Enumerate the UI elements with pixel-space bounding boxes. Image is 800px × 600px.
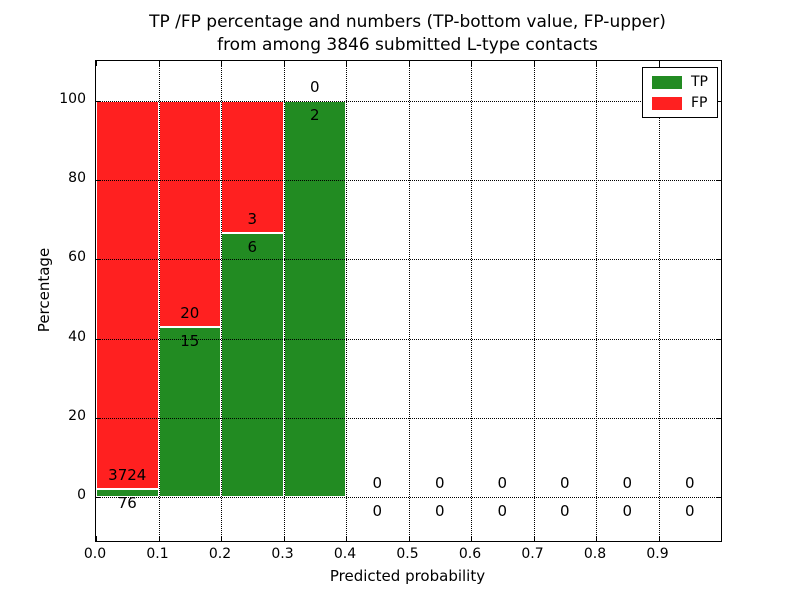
x-tick-label: 0.2 — [208, 546, 232, 562]
x-tick-label: 0.7 — [521, 546, 544, 562]
x-axis-label: Predicted probability — [329, 567, 486, 585]
tp-count-label: 6 — [247, 237, 258, 256]
fp-count-label: 3724 — [108, 466, 147, 485]
legend-row: FP — [652, 96, 708, 110]
tick-mark — [716, 338, 721, 340]
tick-mark — [408, 61, 410, 66]
x-tick-label: 0.3 — [271, 546, 294, 562]
tick-mark — [96, 338, 101, 340]
tick-mark — [96, 536, 97, 541]
tp-count-label: 0 — [622, 502, 633, 521]
grid-line-v — [346, 61, 347, 541]
plot-area: TP FP 3724 76 20 15 3 6 0 2 0 0 0 0 0 0 0 0 0 0 0 0 — [95, 60, 722, 542]
legend-label-tp: TP — [691, 74, 708, 90]
tick-mark — [283, 536, 285, 541]
chart-title-line1: TP /FP percentage and numbers (TP-bottom… — [149, 12, 666, 32]
tick-mark — [716, 418, 721, 420]
x-tick-label: 0.4 — [333, 546, 357, 562]
x-tick-label: 0.1 — [146, 546, 169, 562]
tick-mark — [346, 536, 347, 541]
tp-count-label: 0 — [559, 502, 570, 521]
tp-count-label: 0 — [497, 502, 508, 521]
y-tick-label: 20 — [68, 408, 86, 425]
grid-line-v — [596, 61, 597, 541]
bar-segment-tp — [283, 100, 346, 498]
tp-count-label: 2 — [309, 105, 320, 124]
y-tick-label: 40 — [68, 328, 86, 345]
tick-mark — [158, 61, 160, 66]
fp-count-label: 20 — [180, 304, 200, 323]
grid-line-v — [471, 61, 472, 541]
tick-mark — [716, 497, 721, 499]
bar-segment-fp — [96, 100, 159, 490]
tick-mark — [533, 61, 535, 66]
y-tick-label: 0 — [77, 487, 86, 504]
chart-title-line2: from among 3846 submitted L-type contact… — [217, 35, 598, 55]
legend-swatch-tp — [652, 75, 682, 89]
bar-segment-fp — [221, 100, 284, 233]
tick-mark — [158, 536, 160, 541]
tick-mark — [596, 536, 597, 541]
x-tick-label: 0.5 — [396, 546, 419, 562]
bar-segment-tp — [158, 327, 221, 498]
tp-count-label: 0 — [372, 502, 383, 521]
tick-mark — [716, 259, 721, 261]
fp-count-label: 0 — [372, 474, 383, 493]
fp-count-label: 0 — [559, 474, 570, 493]
tick-mark — [283, 61, 285, 66]
grid-line-v — [408, 61, 410, 541]
tick-mark — [96, 61, 97, 66]
tick-mark — [96, 418, 101, 420]
tick-mark — [346, 61, 347, 66]
bar-segment-fp — [158, 100, 221, 328]
tp-count-label: 76 — [117, 494, 137, 513]
x-tick-label: 0.9 — [646, 546, 669, 562]
tick-mark — [716, 180, 721, 181]
tick-mark — [96, 180, 101, 181]
y-tick-label: 60 — [68, 249, 86, 266]
grid-line-v — [533, 61, 535, 541]
grid-line-h — [96, 497, 721, 499]
x-tick-label: 0.6 — [458, 546, 482, 562]
fp-count-label: 0 — [684, 474, 695, 493]
chart-title: TP /FP percentage and numbers (TP-bottom… — [95, 11, 720, 57]
y-tick-label: 100 — [59, 90, 86, 107]
fp-count-label: 0 — [497, 474, 508, 493]
tick-mark — [96, 259, 101, 261]
tp-count-label: 0 — [684, 502, 695, 521]
bar-segment-tp — [221, 232, 284, 498]
tick-mark — [533, 536, 535, 541]
x-tick-label: 0.8 — [583, 546, 607, 562]
legend: TP FP — [642, 67, 718, 118]
legend-label-fp: FP — [691, 95, 708, 111]
tick-mark — [658, 61, 660, 66]
tick-mark — [96, 100, 101, 102]
tick-mark — [471, 536, 472, 541]
tp-count-label: 15 — [180, 332, 200, 351]
tick-mark — [471, 61, 472, 66]
fp-count-label: 0 — [622, 474, 633, 493]
tick-mark — [221, 536, 222, 541]
legend-row: TP — [652, 75, 708, 89]
tp-count-label: 0 — [434, 502, 445, 521]
bar-segment-tp — [96, 489, 159, 498]
tick-mark — [658, 536, 660, 541]
y-tick-label: 80 — [68, 170, 86, 186]
fp-count-label: 0 — [434, 474, 445, 493]
tick-mark — [408, 536, 410, 541]
tick-mark — [221, 61, 222, 66]
fp-count-label: 0 — [309, 77, 320, 96]
legend-swatch-fp — [652, 96, 682, 110]
fp-count-label: 3 — [247, 209, 258, 228]
grid-line-v — [658, 61, 660, 541]
tick-mark — [596, 61, 597, 66]
x-tick-label: 0.0 — [83, 546, 107, 562]
